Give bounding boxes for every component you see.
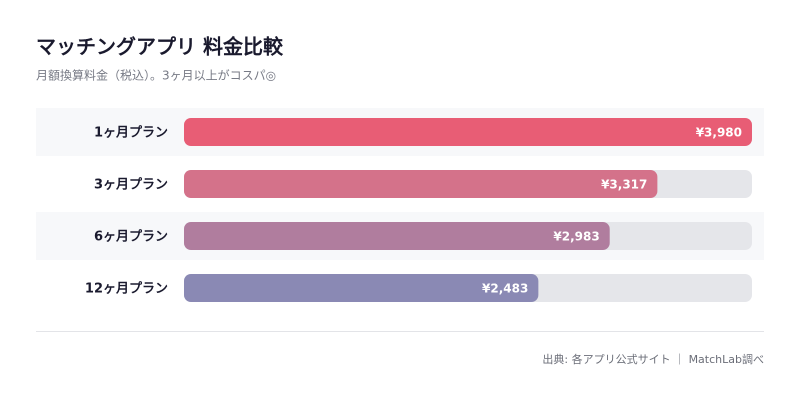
chart-subtitle: 月額換算料金（税込）。3ヶ月以上がコスパ◎ [36,68,276,83]
value-label: ¥3,317 [601,178,647,192]
bar [184,222,610,250]
value-label: ¥2,483 [482,282,528,296]
source-note: 出典: 各アプリ公式サイト ｜ MatchLab調べ [542,352,764,366]
category-label: 3ヶ月プラン [94,178,168,193]
chart-title: マッチングアプリ 料金比較 [36,35,284,59]
bar [184,274,539,302]
bar [184,170,658,198]
category-label: 12ヶ月プラン [85,282,168,297]
bar [184,118,752,146]
category-label: 1ヶ月プラン [94,126,168,141]
category-label: 6ヶ月プラン [94,230,168,245]
value-label: ¥2,983 [553,230,599,244]
value-label: ¥3,980 [696,126,742,140]
